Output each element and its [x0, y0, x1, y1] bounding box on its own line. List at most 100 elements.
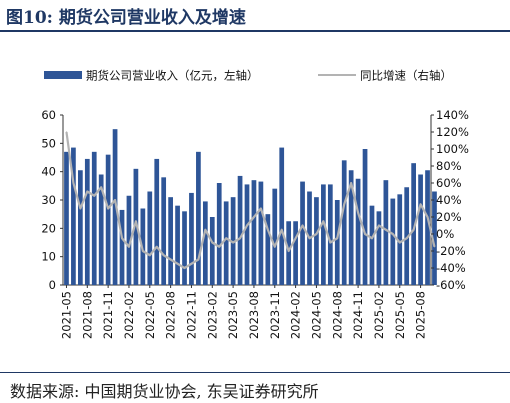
x-tick-label: 2023-02 — [205, 291, 219, 339]
bar — [189, 192, 194, 285]
growth-point — [308, 237, 311, 239]
growth-point — [336, 237, 338, 239]
growth-point — [79, 207, 81, 210]
bar — [230, 197, 236, 285]
bar — [71, 147, 76, 285]
growth-point — [86, 190, 88, 193]
left-tick-label: 50 — [41, 136, 56, 150]
growth-point — [357, 212, 359, 214]
x-tick-label: 2024-05 — [309, 291, 323, 339]
growth-point — [218, 246, 220, 248]
bar — [154, 158, 160, 285]
growth-point — [364, 233, 366, 235]
bar-series — [64, 129, 437, 285]
bar — [202, 201, 208, 285]
right-tick-label: 20% — [436, 210, 462, 224]
bar — [251, 180, 257, 285]
growth-point — [315, 233, 318, 235]
bar — [390, 198, 396, 285]
bar — [265, 214, 271, 285]
bar — [341, 160, 347, 285]
bar — [418, 174, 423, 285]
growth-point — [114, 199, 116, 201]
growth-point — [413, 229, 415, 231]
bar — [196, 151, 201, 285]
left-tick-label: 0 — [49, 278, 56, 292]
right-tick-label: -60% — [436, 278, 466, 292]
x-tick-label: 2021-08 — [80, 291, 94, 339]
growth-point — [260, 207, 262, 210]
growth-point — [288, 250, 290, 252]
bar — [300, 181, 305, 285]
growth-point — [433, 246, 436, 248]
bar — [168, 197, 173, 285]
growth-point — [343, 203, 345, 205]
growth-point — [170, 258, 172, 261]
x-tick-label: 2025-05 — [393, 291, 407, 339]
growth-point — [107, 207, 109, 210]
x-tick-label: 2023-05 — [226, 291, 240, 339]
bar — [84, 158, 90, 285]
bar — [334, 200, 340, 285]
growth-point — [176, 263, 179, 265]
bar — [404, 187, 410, 285]
bar — [321, 184, 326, 285]
right-tick-label: 120% — [436, 125, 469, 139]
left-tick-label: 40 — [41, 165, 56, 179]
bar — [376, 211, 382, 285]
growth-point — [281, 229, 283, 231]
bar — [327, 184, 333, 285]
x-tick-label: 2022-11 — [184, 291, 198, 339]
growth-point — [225, 237, 227, 239]
growth-point — [406, 237, 408, 239]
x-tick-label: 2021-05 — [59, 291, 73, 339]
line-series — [65, 131, 436, 270]
right-tick-label: 60% — [436, 176, 462, 190]
growth-point — [267, 229, 269, 231]
bar — [64, 151, 69, 285]
bar — [362, 149, 368, 285]
growth-point — [197, 258, 199, 261]
x-tick-label: 2022-05 — [143, 291, 157, 339]
growth-point — [371, 237, 373, 239]
growth-point — [274, 246, 276, 248]
bar — [216, 183, 222, 285]
bar — [126, 195, 132, 285]
bar — [98, 174, 104, 285]
bar — [272, 188, 278, 285]
growth-point — [419, 203, 422, 205]
bar — [355, 178, 361, 285]
chart: 期货公司营业收入（亿元，左轴） 同比增速（右轴） 0 10 20 30 40 50 60 -6… — [41, 69, 469, 340]
growth-point — [183, 267, 186, 269]
left-tick-label: 30 — [41, 193, 56, 207]
right-tick-label: -40% — [436, 261, 466, 275]
growth-point — [204, 229, 206, 231]
growth-point — [128, 246, 130, 248]
x-tick-label: 2025-08 — [414, 291, 428, 339]
legend: 期货公司营业收入（亿元，左轴） 同比增速（右轴） — [44, 69, 452, 83]
legend-bar-swatch — [44, 71, 82, 79]
bar — [286, 221, 292, 285]
growth-point — [322, 220, 324, 222]
bar — [175, 205, 180, 285]
right-tick-label: 100% — [436, 142, 469, 156]
bar — [383, 180, 389, 285]
source-note: 数据来源: 中国期货业协会, 东吴证券研究所 — [0, 372, 510, 403]
growth-point — [72, 182, 75, 184]
title-bar: 图10: 期货公司营业收入及增速 — [0, 0, 510, 32]
x-tick-label: 2025-02 — [372, 291, 386, 339]
bar — [293, 221, 298, 285]
x-tick-label: 2024-11 — [351, 291, 365, 339]
growth-point — [350, 182, 352, 184]
bar — [112, 129, 118, 285]
bar — [411, 163, 416, 285]
right-tick-label: 40% — [436, 193, 462, 207]
legend-line-label: 同比增速（右轴） — [360, 69, 452, 83]
bar — [314, 197, 319, 285]
legend-bar-label: 期货公司营业收入（亿元，左轴） — [86, 69, 259, 83]
x-tick-label: 2024-02 — [289, 291, 303, 339]
left-tick-label: 10 — [41, 250, 56, 264]
growth-point — [385, 229, 387, 231]
bar — [279, 147, 285, 285]
right-tick-label: 140% — [436, 108, 469, 122]
